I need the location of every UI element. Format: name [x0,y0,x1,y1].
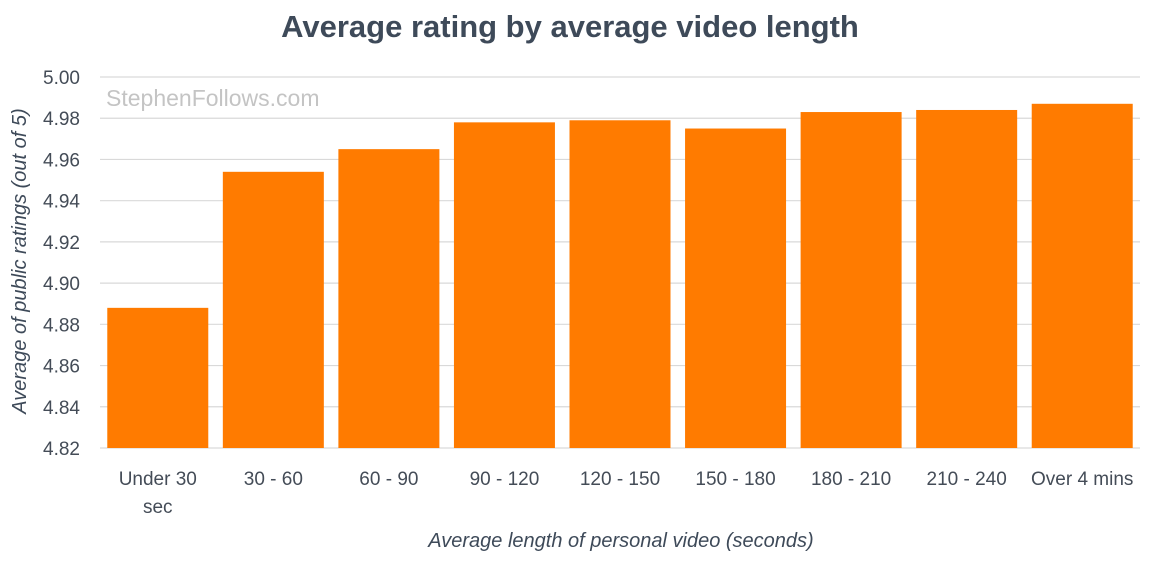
y-axis-ticks: 4.82 4.84 4.86 4.88 4.90 4.92 4.94 4.96 4.98 5.00 [43,68,80,460]
x-tick-label: 120 - 150 [580,469,660,490]
y-axis-title: Average of public ratings (out of 5) [9,108,31,414]
bar [800,112,902,449]
x-tick-label: Over 4 mins [1031,469,1133,490]
bar [453,122,555,448]
bar [685,128,787,448]
chart-title: Average rating by average video length [281,9,859,44]
bar [569,120,671,449]
x-axis-ticks: Under 30 sec 30 - 60 60 - 90 90 - 120 120 - 1… [119,469,1134,518]
x-tick-label: 180 - 210 [811,469,891,490]
x-tick-label: 90 - 120 [470,469,540,490]
y-tick-label: 5.00 [43,68,80,89]
y-tick-label: 4.92 [43,233,80,254]
y-tick-label: 4.96 [43,150,80,171]
y-tick-label: 4.94 [43,192,80,213]
bar [338,149,440,448]
x-tick-label: 210 - 240 [927,469,1007,490]
x-tick-label: Under 30 sec [119,469,197,518]
x-tick-label: 30 - 60 [244,469,303,490]
bar [1031,103,1133,449]
y-tick-label: 4.86 [43,357,80,378]
bars [107,103,1133,449]
bar [916,109,1018,448]
y-tick-label: 4.84 [43,398,80,419]
x-tick-label: 60 - 90 [359,469,418,490]
watermark-text: StephenFollows.com [106,85,320,111]
x-axis-title: Average length of personal video (second… [427,530,813,552]
y-tick-label: 4.98 [43,109,80,130]
y-tick-label: 4.90 [43,274,80,295]
y-tick-label: 4.82 [43,439,80,460]
bar [222,171,324,449]
y-tick-label: 4.88 [43,315,80,336]
x-tick-label: 150 - 180 [695,469,775,490]
bar [107,307,209,448]
